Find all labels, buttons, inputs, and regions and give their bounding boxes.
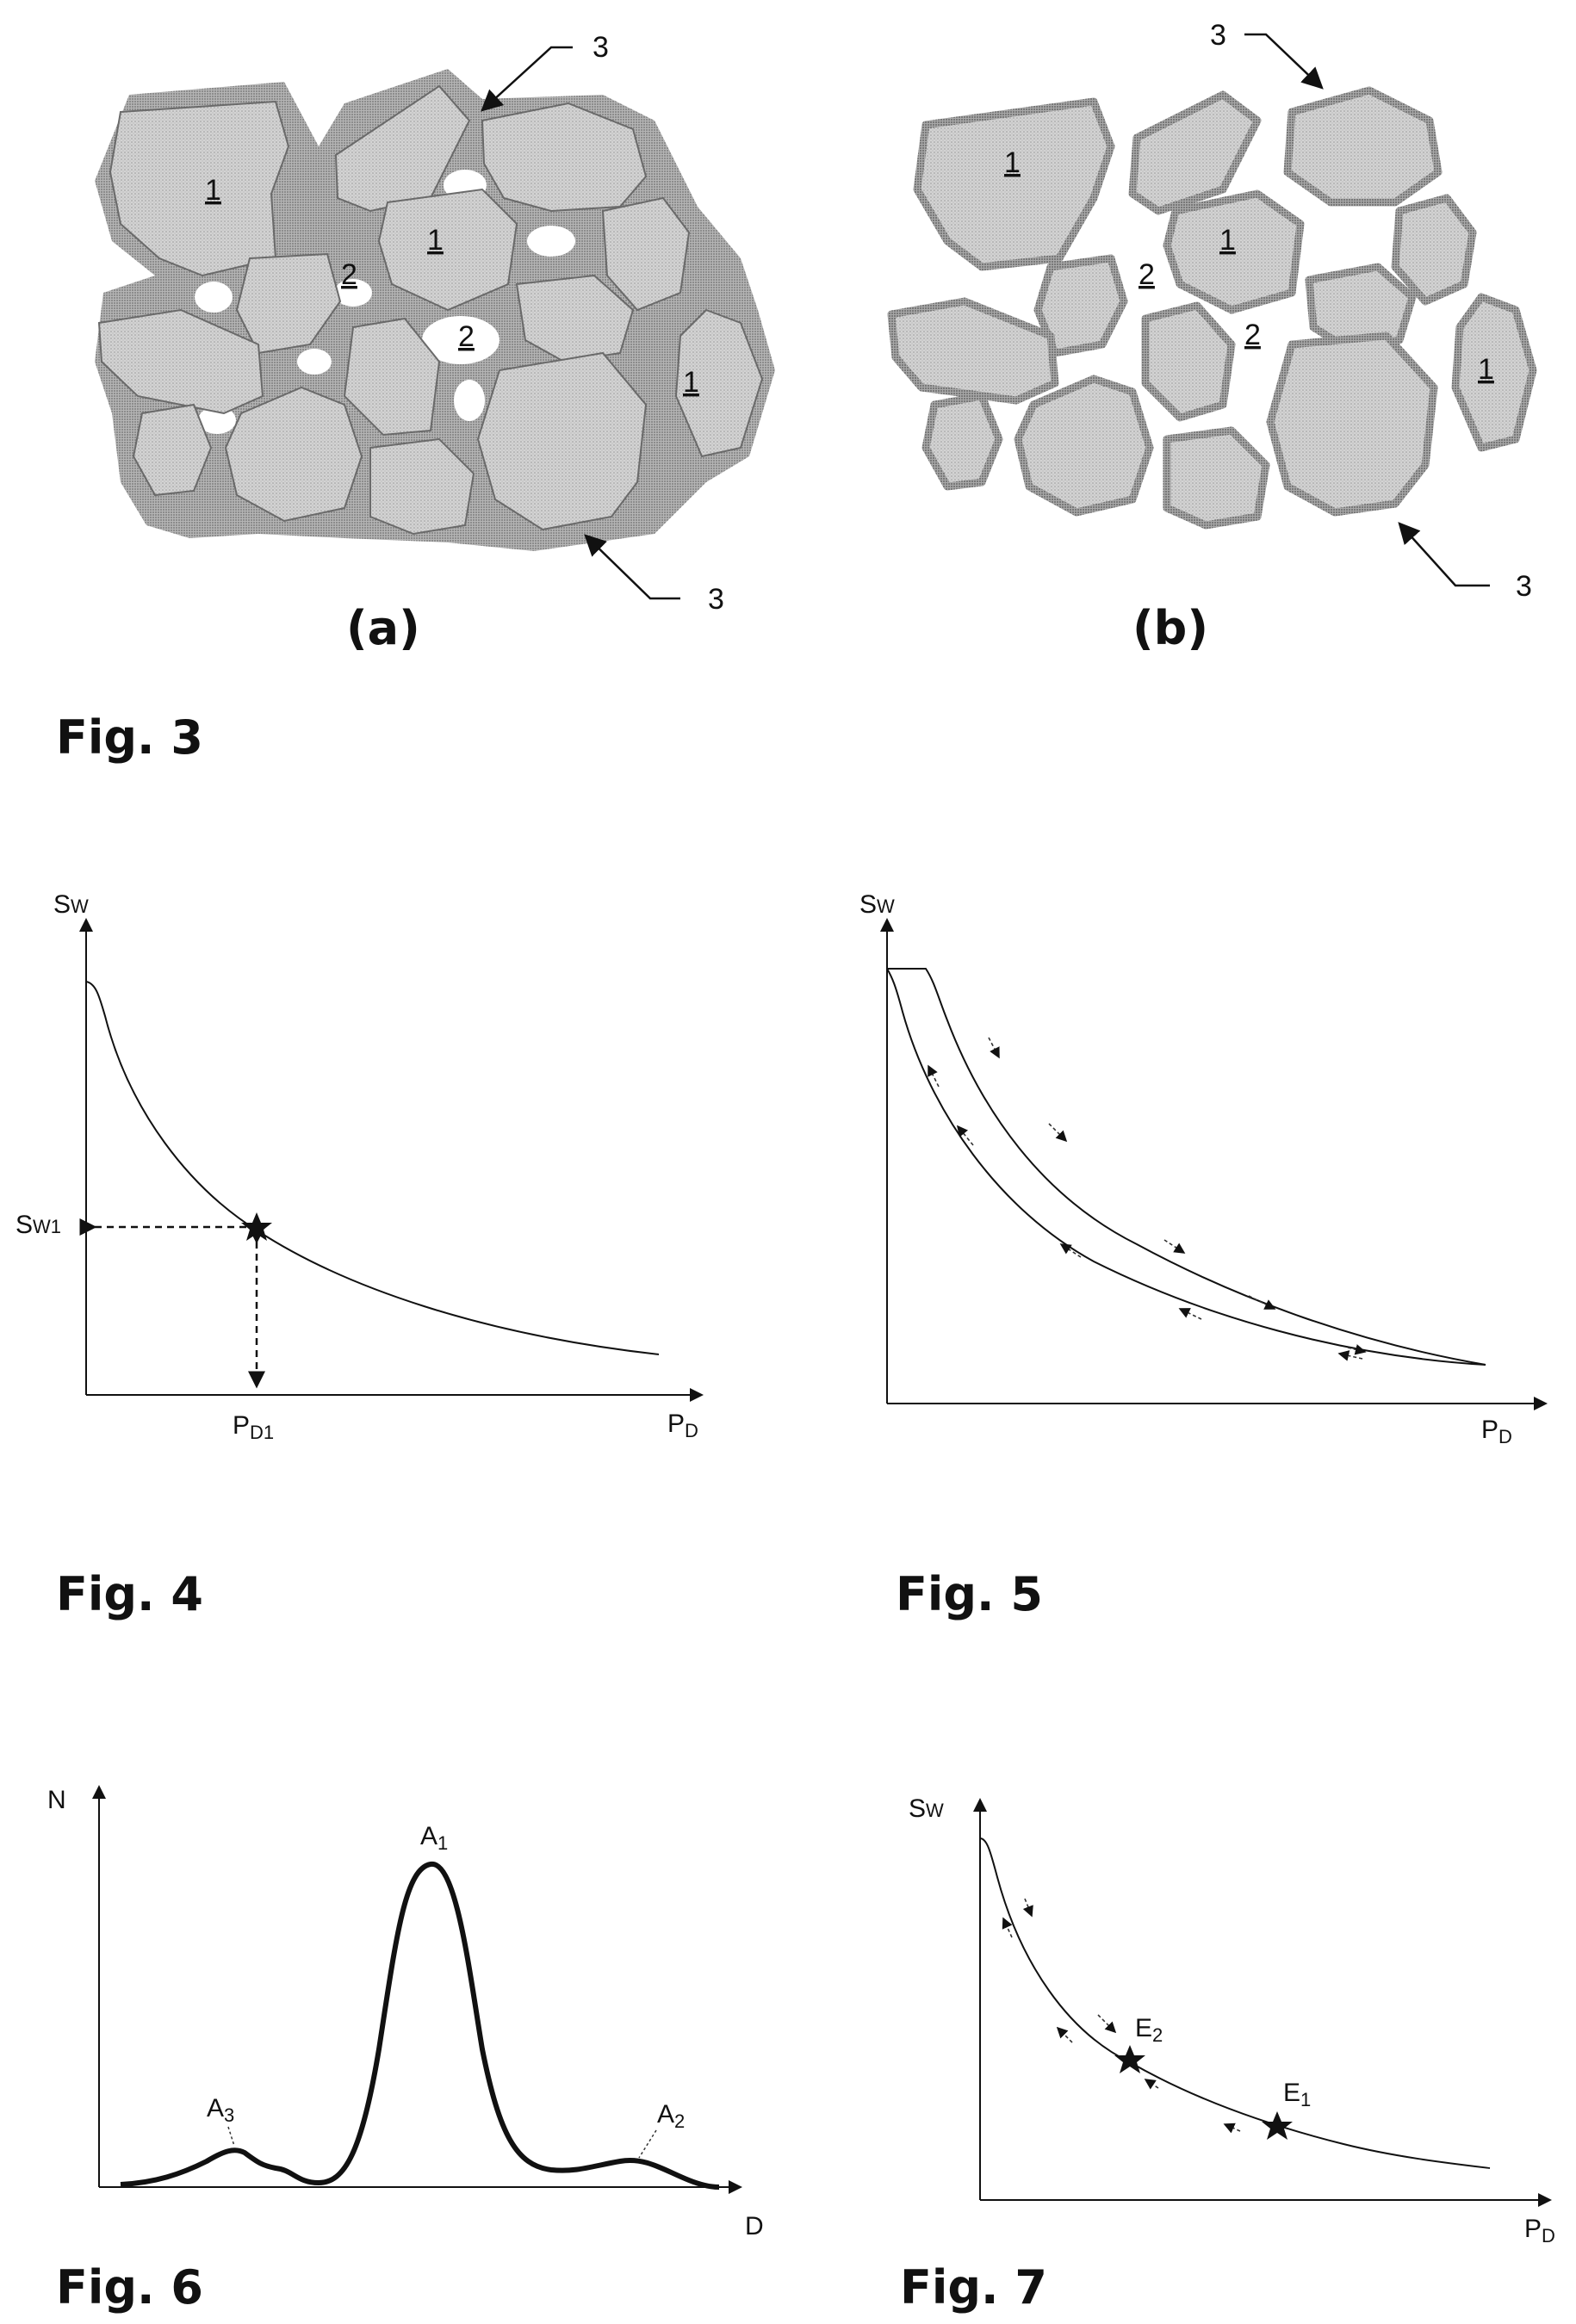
fig6-a2-leader: [638, 2129, 657, 2159]
ref-grain-a2: 1: [427, 224, 444, 257]
ref-grain-a3: 1: [683, 366, 699, 399]
fig7-star-e1: [1262, 2111, 1293, 2140]
fig4-sw1-label: SW1: [16, 1211, 61, 1239]
fig7-point-e1: E1: [1283, 2079, 1311, 2110]
ref-pore-b1: 2: [1139, 258, 1155, 291]
panel-b-label: (b): [1132, 601, 1208, 655]
fig3-film-labels: 3 3 3 3: [593, 19, 1532, 616]
fig7-curve: [979, 1838, 1491, 2169]
fig6-peak-a1: A1: [420, 1822, 448, 1854]
pores-a: [195, 170, 575, 434]
fig5-caption: Fig. 5: [896, 1567, 1043, 1621]
grains-a: [97, 84, 764, 536]
fig5-x-label: PD: [1481, 1416, 1512, 1447]
fig4-star: [241, 1212, 272, 1241]
fig4-curve: [85, 981, 660, 1355]
fig5-curve-upper: [887, 968, 1486, 1366]
ref-pore-a2: 2: [458, 320, 475, 353]
fig4-chart: SW PD SW1 PD1: [16, 890, 704, 1443]
fig6-peak-a2: A2: [657, 2100, 685, 2132]
panel-a-label: (a): [346, 601, 420, 655]
ref-grain-b2: 1: [1219, 224, 1236, 257]
fig6-peak-a3: A3: [207, 2094, 234, 2126]
fig7-point-e2: E2: [1135, 2014, 1163, 2046]
fig7-caption: Fig. 7: [900, 2260, 1047, 2315]
fig7-chart: SW PD E1 E2: [909, 1794, 1555, 2247]
fig5-curve-lower: [886, 968, 1486, 1366]
fig5-chart: SW PD: [859, 890, 1548, 1447]
fig6-a3-leader: [227, 2126, 235, 2147]
fig3-panel-b: [887, 86, 1537, 530]
fig7-x-label: PD: [1524, 2215, 1555, 2247]
fig6-caption: Fig. 6: [56, 2260, 203, 2315]
fig3-reference-numerals: 1 1 1 2 2 1 1 1 2 2: [205, 146, 1494, 399]
fig3-film-leaders: [481, 33, 1490, 600]
fig6-distribution-curve: [120, 1862, 720, 2190]
ref-film-a-bottom: 3: [708, 583, 724, 616]
fig7-y-label: SW: [909, 1794, 944, 1823]
fig7-direction-arrows: [1002, 1898, 1241, 2134]
fig6-chart: N D A1 A2 A3: [47, 1785, 764, 2240]
fig3-caption: Fig. 3: [56, 710, 203, 765]
fig4-x-label: PD: [667, 1410, 698, 1441]
grains-b: [887, 86, 1537, 530]
fig3-panel-a: [95, 69, 775, 551]
ref-grain-b3: 1: [1478, 353, 1494, 386]
fig4-pd1-label: PD1: [233, 1411, 274, 1443]
ref-film-b-top: 3: [1210, 19, 1226, 52]
fig5-y-label: SW: [859, 890, 895, 919]
fig6-y-label: N: [47, 1786, 66, 1814]
fig6-x-label: D: [745, 2212, 764, 2240]
ref-grain-a1: 1: [205, 174, 221, 207]
fig5-direction-arrows: [928, 1037, 1367, 1361]
fig7-star-e2: [1114, 2045, 1145, 2073]
fig4-y-label: SW: [53, 890, 89, 919]
ref-grain-b1: 1: [1004, 146, 1021, 179]
ref-film-b-bottom: 3: [1516, 570, 1532, 603]
fig4-caption: Fig. 4: [56, 1567, 203, 1621]
ref-film-a-top: 3: [593, 31, 609, 64]
ref-pore-a1: 2: [341, 258, 357, 291]
ref-pore-b2: 2: [1244, 319, 1261, 351]
